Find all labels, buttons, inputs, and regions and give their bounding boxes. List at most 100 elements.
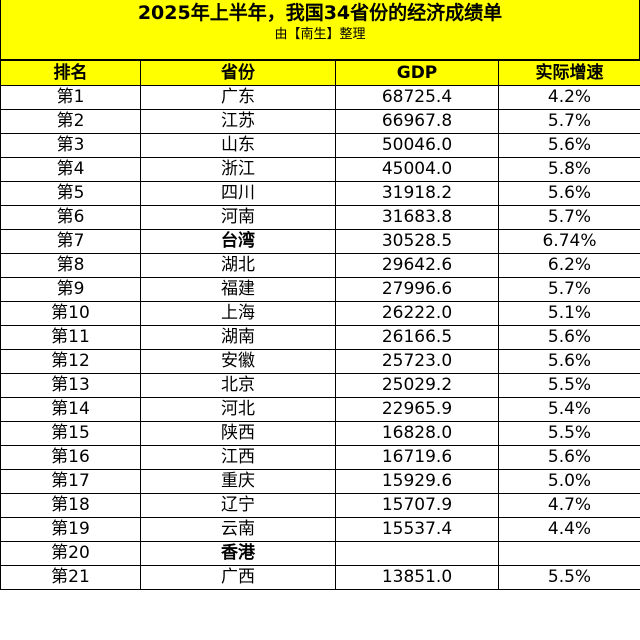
- province-cell: 云南: [140, 517, 336, 542]
- province-cell: 辽宁: [140, 493, 336, 518]
- rank-cell: 第14: [0, 397, 141, 422]
- gdp-cell: 15707.9: [335, 493, 499, 518]
- rank-cell: 第18: [0, 493, 141, 518]
- growth-cell: 5.6%: [498, 349, 640, 374]
- province-cell: 安徽: [140, 349, 336, 374]
- growth-cell: 5.6%: [498, 325, 640, 350]
- province-cell: 福建: [140, 277, 336, 302]
- rank-cell: 第6: [0, 205, 141, 230]
- table-row: 第6 河南 31683.8 5.7%: [0, 205, 640, 230]
- gdp-cell: 50046.0: [335, 133, 499, 158]
- rank-cell: 第16: [0, 445, 141, 470]
- column-header-province: 省份: [140, 60, 336, 86]
- table-row: 第4 浙江 45004.0 5.8%: [0, 157, 640, 182]
- rank-cell: 第21: [0, 565, 141, 590]
- growth-cell: 4.4%: [498, 517, 640, 542]
- table-body: 第1 广东 68725.4 4.2% 第2 江苏 66967.8 5.7% 第3 山东 50046.…: [0, 85, 640, 590]
- table-row: 第19 云南 15537.4 4.4%: [0, 517, 640, 542]
- gdp-cell: 15537.4: [335, 517, 499, 542]
- rank-cell: 第13: [0, 373, 141, 398]
- province-cell: 江苏: [140, 109, 336, 134]
- table-row: 第18 辽宁 15707.9 4.7%: [0, 493, 640, 518]
- gdp-cell: 15929.6: [335, 469, 499, 494]
- table-row: 第21 广西 13851.0 5.5%: [0, 565, 640, 590]
- table-row: 第14 河北 22965.9 5.4%: [0, 397, 640, 422]
- rank-cell: 第9: [0, 277, 141, 302]
- province-cell: 江西: [140, 445, 336, 470]
- table-row: 第16 江西 16719.6 5.6%: [0, 445, 640, 470]
- rank-cell: 第20: [0, 541, 141, 566]
- province-cell: 上海: [140, 301, 336, 326]
- growth-cell: 5.5%: [498, 565, 640, 590]
- rank-cell: 第1: [0, 85, 141, 110]
- rank-cell: 第17: [0, 469, 141, 494]
- gdp-cell: 31683.8: [335, 205, 499, 230]
- rank-cell: 第2: [0, 109, 141, 134]
- growth-cell: 6.2%: [498, 253, 640, 278]
- province-cell: 香港: [140, 541, 336, 566]
- gdp-cell: 45004.0: [335, 157, 499, 182]
- growth-cell: 5.6%: [498, 181, 640, 206]
- gdp-table: 排名 省份 GDP 实际增速 第1 广东 68725.4 4.2% 第2 江苏 66967.…: [0, 60, 640, 590]
- column-header-growth: 实际增速: [498, 60, 640, 86]
- table-row: 第15 陕西 16828.0 5.5%: [0, 421, 640, 446]
- growth-cell: 4.2%: [498, 85, 640, 110]
- gdp-cell: 66967.8: [335, 109, 499, 134]
- table-row: 第1 广东 68725.4 4.2%: [0, 85, 640, 110]
- province-cell: 山东: [140, 133, 336, 158]
- table-row: 第9 福建 27996.6 5.7%: [0, 277, 640, 302]
- table-row: 第10 上海 26222.0 5.1%: [0, 301, 640, 326]
- growth-cell: [498, 541, 640, 566]
- rank-cell: 第12: [0, 349, 141, 374]
- gdp-cell: 16828.0: [335, 421, 499, 446]
- province-cell: 四川: [140, 181, 336, 206]
- province-cell: 北京: [140, 373, 336, 398]
- table-row: 第7 台湾 30528.5 6.74%: [0, 229, 640, 254]
- province-cell: 河北: [140, 397, 336, 422]
- rank-cell: 第5: [0, 181, 141, 206]
- province-cell: 湖北: [140, 253, 336, 278]
- gdp-cell: [335, 541, 499, 566]
- growth-cell: 5.6%: [498, 133, 640, 158]
- province-cell: 陕西: [140, 421, 336, 446]
- gdp-cell: 31918.2: [335, 181, 499, 206]
- growth-cell: 5.0%: [498, 469, 640, 494]
- rank-cell: 第8: [0, 253, 141, 278]
- gdp-cell: 16719.6: [335, 445, 499, 470]
- province-cell: 浙江: [140, 157, 336, 182]
- table-row: 第3 山东 50046.0 5.6%: [0, 133, 640, 158]
- province-cell: 湖南: [140, 325, 336, 350]
- growth-cell: 5.5%: [498, 373, 640, 398]
- table-row: 第17 重庆 15929.6 5.0%: [0, 469, 640, 494]
- province-cell: 广西: [140, 565, 336, 590]
- table-row: 第11 湖南 26166.5 5.6%: [0, 325, 640, 350]
- page-subtitle: 由【南生】整理: [274, 27, 366, 42]
- growth-cell: 4.7%: [498, 493, 640, 518]
- column-header-gdp: GDP: [335, 60, 499, 86]
- table-row: 第5 四川 31918.2 5.6%: [0, 181, 640, 206]
- page-title: 2025年上半年，我国34省份的经济成绩单: [137, 2, 503, 24]
- table-row: 第20 香港: [0, 541, 640, 566]
- gdp-cell: 26222.0: [335, 301, 499, 326]
- gdp-cell: 13851.0: [335, 565, 499, 590]
- growth-cell: 6.74%: [498, 229, 640, 254]
- growth-cell: 5.4%: [498, 397, 640, 422]
- table-row: 第2 江苏 66967.8 5.7%: [0, 109, 640, 134]
- rank-cell: 第15: [0, 421, 141, 446]
- gdp-cell: 26166.5: [335, 325, 499, 350]
- province-cell: 河南: [140, 205, 336, 230]
- gdp-cell: 29642.6: [335, 253, 499, 278]
- gdp-cell: 22965.9: [335, 397, 499, 422]
- gdp-cell: 30528.5: [335, 229, 499, 254]
- rank-cell: 第3: [0, 133, 141, 158]
- gdp-cell: 25723.0: [335, 349, 499, 374]
- rank-cell: 第10: [0, 301, 141, 326]
- table-row: 第8 湖北 29642.6 6.2%: [0, 253, 640, 278]
- column-header-rank: 排名: [0, 60, 141, 86]
- growth-cell: 5.8%: [498, 157, 640, 182]
- province-cell: 广东: [140, 85, 336, 110]
- table-row: 第12 安徽 25723.0 5.6%: [0, 349, 640, 374]
- rank-cell: 第7: [0, 229, 141, 254]
- growth-cell: 5.5%: [498, 421, 640, 446]
